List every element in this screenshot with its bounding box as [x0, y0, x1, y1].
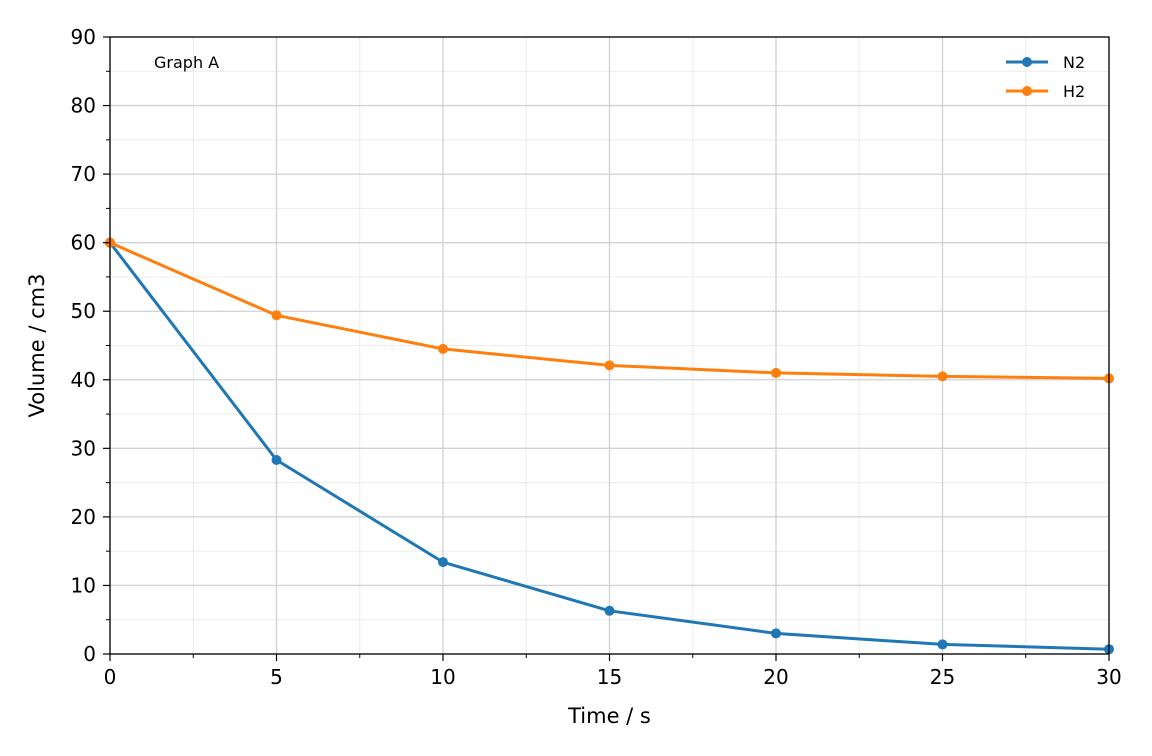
x-tick-label: 0 [104, 665, 117, 689]
legend-item-h2: H2 [1006, 82, 1085, 101]
x-axis-label: Time / s [567, 704, 651, 728]
x-tick-label: 15 [597, 665, 622, 689]
legend-label-h2: H2 [1063, 82, 1085, 101]
y-tick-label: 40 [71, 368, 96, 392]
data-point-h2 [271, 310, 282, 321]
data-point-n2 [937, 639, 948, 650]
series-h2 [105, 237, 1114, 384]
x-tick-label: 20 [763, 665, 788, 689]
y-tick-label: 90 [71, 25, 96, 49]
data-point-n2 [271, 454, 282, 465]
x-tick-label: 30 [1096, 665, 1121, 689]
legend: N2 H2 [1006, 53, 1085, 101]
data-point-h2 [604, 360, 615, 371]
y-tick-label: 20 [71, 505, 96, 529]
legend-marker-h2 [1022, 86, 1032, 96]
x-tick-label: 10 [430, 665, 455, 689]
y-tick-label: 10 [71, 573, 96, 597]
data-point-h2 [771, 367, 781, 378]
legend-item-n2: N2 [1006, 53, 1085, 72]
legend-marker-n2 [1022, 57, 1032, 67]
data-point-h2 [937, 371, 948, 382]
y-axis-label: Volume / cm3 [25, 274, 49, 418]
series-layer [105, 237, 1114, 655]
y-tick-label: 60 [71, 231, 96, 255]
y-tick-label: 70 [71, 162, 96, 186]
y-tick-labels: 0 10 20 30 40 50 60 70 80 90 [71, 25, 96, 666]
y-tick-label: 80 [71, 94, 96, 118]
data-point-n2 [771, 628, 781, 639]
graph-annotation: Graph A [154, 53, 219, 72]
y-tick-label: 50 [71, 299, 96, 323]
data-point-n2 [604, 605, 615, 616]
x-tick-labels: 0 5 10 15 20 25 30 [104, 665, 1122, 689]
data-point-n2 [438, 557, 448, 568]
y-tick-label: 0 [83, 642, 96, 666]
data-point-h2 [438, 343, 448, 354]
series-n2 [105, 237, 1114, 655]
legend-label-n2: N2 [1063, 53, 1085, 72]
axis-ticks [103, 36, 1110, 661]
x-tick-label: 5 [270, 665, 283, 689]
x-tick-label: 25 [930, 665, 955, 689]
y-tick-label: 30 [71, 436, 96, 460]
